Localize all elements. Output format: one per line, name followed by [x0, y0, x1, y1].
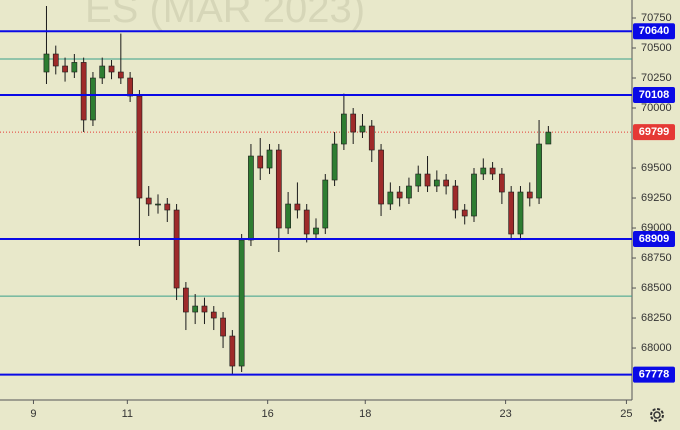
candle-body [229, 335, 236, 367]
candle-body [526, 191, 533, 199]
x-tick-label: 16 [262, 408, 274, 420]
candle-body [433, 179, 440, 187]
candle-body [415, 173, 422, 187]
y-tick-label: 70000 [641, 102, 672, 114]
level-label-box [633, 23, 675, 40]
candle-body [201, 305, 208, 313]
level-label: 70108 [639, 89, 670, 101]
gear-hub[interactable] [653, 411, 661, 419]
settings-icon[interactable] [650, 408, 664, 422]
candle-body [368, 125, 375, 151]
candle-body [322, 179, 329, 229]
candle-body [108, 65, 115, 73]
y-tick-label: 69500 [641, 162, 672, 174]
candle-body [545, 131, 552, 145]
candle-body [387, 191, 394, 205]
y-tick-label: 68750 [641, 252, 672, 264]
candle-body [341, 113, 347, 145]
y-tick-label: 70500 [641, 42, 672, 54]
candle-body [71, 62, 78, 73]
candle-body [183, 287, 189, 313]
x-tick-label: 18 [359, 408, 371, 420]
last-price-label: 69799 [639, 126, 670, 138]
candle-body [489, 167, 496, 175]
level-label-box [633, 230, 675, 247]
y-tick-label: 70250 [641, 72, 672, 84]
x-tick-label: 25 [620, 408, 632, 420]
y-tick-label: 69000 [641, 222, 672, 234]
candle-body [43, 53, 50, 73]
x-tick-label: 23 [499, 408, 511, 420]
candle-body [378, 149, 384, 205]
candle-body [266, 149, 273, 169]
level-label: 67778 [639, 369, 670, 381]
candle-body [517, 191, 524, 235]
candle-body [536, 143, 542, 199]
candle-body [350, 113, 357, 133]
candle-body [52, 53, 59, 67]
candle-body [471, 173, 477, 217]
candle-body [275, 149, 282, 229]
candle-body [424, 173, 431, 187]
candle-body [155, 203, 161, 206]
candle-body [294, 203, 301, 211]
candle-body [359, 125, 366, 133]
candle-body [480, 167, 487, 175]
candle-body [164, 203, 171, 211]
candle-body [80, 62, 87, 121]
level-label: 68909 [639, 233, 670, 245]
candle-body [248, 155, 254, 241]
candle-body [192, 305, 199, 313]
last-price-box [633, 124, 675, 141]
candle-body [452, 185, 459, 211]
x-tick-label: 11 [122, 408, 133, 420]
candle-body [406, 185, 412, 199]
candle-body [257, 155, 264, 169]
candle-body [145, 197, 152, 205]
candle-body [313, 227, 319, 235]
candle-body [136, 95, 143, 199]
candle-body [461, 209, 468, 217]
x-tick-label: 9 [30, 408, 36, 420]
candle-body [173, 209, 180, 289]
candle-body [90, 77, 96, 121]
candle-body [99, 65, 106, 79]
level-label-box [633, 87, 675, 104]
y-tick-label: 70750 [641, 12, 672, 24]
candle-body [238, 239, 245, 367]
watermark: ES (MAR 2023) [85, 0, 365, 31]
candle-body [220, 317, 226, 337]
candle-body [303, 209, 310, 235]
candle-body [396, 191, 403, 199]
candle-body [62, 65, 68, 73]
candle-body [117, 71, 124, 79]
y-tick-label: 68000 [641, 342, 672, 354]
y-tick-label: 68500 [641, 282, 672, 294]
candle-body [210, 311, 217, 319]
candle-body [285, 203, 291, 229]
y-tick-label: 68250 [641, 312, 672, 324]
candle-body [331, 143, 338, 181]
y-tick-label: 69250 [641, 192, 672, 204]
gear[interactable] [650, 408, 664, 422]
candle-body [443, 179, 449, 187]
level-label: 70640 [639, 25, 670, 37]
candle-body [499, 173, 505, 193]
candle-body [127, 77, 133, 97]
level-label-box [633, 366, 675, 383]
candle-body [508, 191, 515, 235]
